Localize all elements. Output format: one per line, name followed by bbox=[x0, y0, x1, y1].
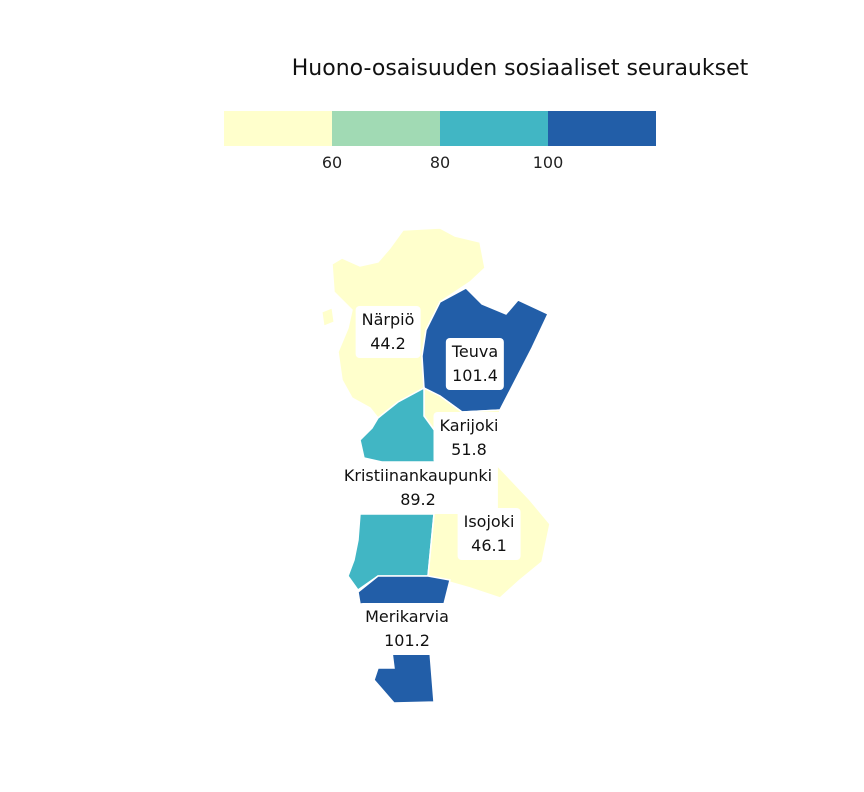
label-isojoki-name: Isojoki bbox=[463, 512, 515, 531]
label-karijoki-name: Karijoki bbox=[439, 416, 499, 435]
legend-tick-100: 100 bbox=[532, 153, 564, 172]
region-merikarvia[interactable] bbox=[357, 575, 451, 605]
label-narpio-name: Närpiö bbox=[361, 310, 415, 329]
legend-tick-60: 60 bbox=[321, 153, 343, 172]
legend-bin-1 bbox=[224, 111, 332, 146]
label-merikarvia-value: 101.2 bbox=[384, 631, 430, 650]
legend-bin-3 bbox=[440, 111, 548, 146]
label-merikarvia-name: Merikarvia bbox=[365, 607, 449, 626]
label-karijoki-value: 51.8 bbox=[451, 440, 487, 459]
label-kristiinankaupunki-name: Kristiinankaupunki bbox=[343, 466, 493, 485]
region-merikarvia-south bbox=[373, 651, 435, 704]
label-narpio: Närpiö 44.2 bbox=[355, 306, 421, 358]
label-teuva-value: 101.4 bbox=[452, 366, 498, 385]
label-isojoki-value: 46.1 bbox=[471, 536, 507, 555]
label-karijoki: Karijoki 51.8 bbox=[433, 412, 505, 464]
legend-bin-2 bbox=[332, 111, 440, 146]
region-narpio-islet bbox=[321, 307, 335, 327]
label-teuva: Teuva 101.4 bbox=[445, 338, 505, 390]
legend-bin-4 bbox=[548, 111, 656, 146]
label-merikarvia: Merikarvia 101.2 bbox=[359, 603, 455, 655]
legend-tick-80: 80 bbox=[429, 153, 451, 172]
label-kristiinankaupunki: Kristiinankaupunki 89.2 bbox=[337, 462, 499, 514]
label-narpio-value: 44.2 bbox=[370, 334, 406, 353]
label-kristiinankaupunki-value: 89.2 bbox=[400, 490, 436, 509]
label-isojoki: Isojoki 46.1 bbox=[457, 508, 521, 560]
color-legend bbox=[224, 111, 656, 146]
label-teuva-name: Teuva bbox=[451, 342, 499, 361]
map-title: Huono-osaisuuden sosiaaliset seuraukset bbox=[291, 56, 749, 81]
